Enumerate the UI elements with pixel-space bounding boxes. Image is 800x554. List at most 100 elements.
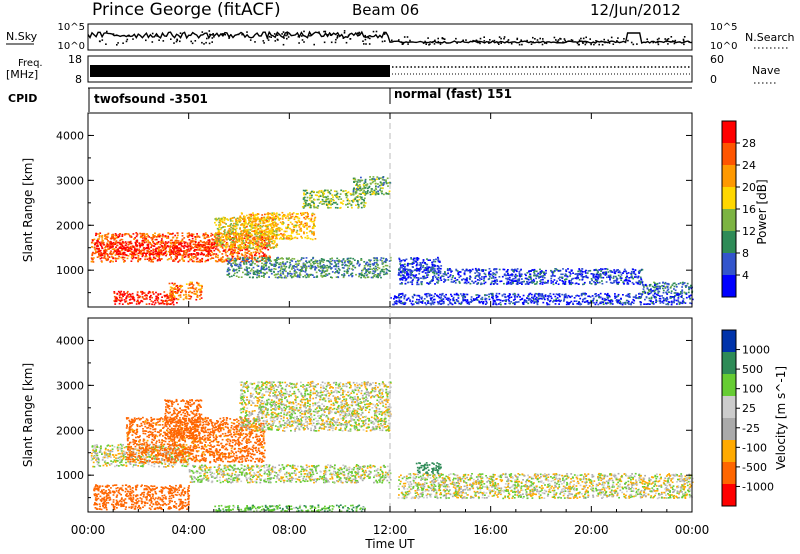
heatmap-cell [211, 244, 213, 247]
heatmap-cell [309, 194, 311, 197]
heatmap-cell [515, 269, 518, 272]
heatmap-cell [272, 236, 274, 238]
heatmap-cell [199, 288, 202, 291]
heatmap-cell [232, 242, 235, 244]
heatmap-cell [305, 224, 307, 227]
heatmap-cell [253, 271, 255, 274]
heatmap-cell [336, 276, 339, 278]
heatmap-cell [240, 253, 243, 255]
heatmap-cell [202, 233, 205, 235]
heatmap-cell [178, 288, 181, 290]
heatmap-cell [228, 227, 231, 230]
heatmap-cell [176, 232, 179, 234]
heatmap-cell [234, 233, 236, 236]
heatmap-cell [578, 268, 581, 270]
heatmap-cell [296, 233, 299, 235]
heatmap-cell [138, 244, 141, 247]
heatmap-cell [383, 268, 386, 271]
heatmap-cell [331, 276, 333, 279]
heatmap-cell [553, 279, 556, 281]
heatmap-cell [243, 258, 246, 260]
heatmap-cell [253, 230, 256, 232]
heatmap-cell [494, 279, 496, 282]
heatmap-cell [141, 255, 144, 258]
heatmap-cell [186, 243, 189, 245]
heatmap-cell [323, 259, 326, 261]
heatmap-cell [251, 254, 253, 257]
heatmap-cell [162, 300, 165, 303]
heatmap-cell [171, 293, 174, 295]
heatmap-cell [426, 282, 428, 284]
heatmap-cell [233, 225, 236, 227]
heatmap-cell [235, 223, 237, 225]
heatmap-cell [499, 280, 502, 283]
heatmap-cell [270, 260, 272, 262]
heatmap-cell [248, 257, 250, 260]
heatmap-cell [568, 279, 571, 282]
heatmap-cell [550, 277, 553, 280]
heatmap-cell [225, 245, 228, 248]
heatmap-cell [437, 274, 440, 276]
heatmap-cell [524, 283, 527, 285]
heatmap-cell [513, 280, 515, 282]
heatmap-cell [184, 255, 187, 258]
heatmap-cell [236, 263, 238, 266]
heatmap-cell [115, 234, 118, 236]
heatmap-cell [196, 252, 198, 254]
noise-left-tick-top: 10^5 [58, 22, 85, 33]
heatmap-cell [364, 191, 367, 193]
heatmap-cell [438, 270, 441, 272]
heatmap-cell [447, 279, 450, 281]
heatmap-cell [279, 217, 282, 220]
heatmap-cell [544, 281, 547, 284]
heatmap-cell [103, 252, 105, 255]
heatmap-cell [227, 230, 230, 233]
heatmap-cell [596, 281, 599, 284]
heatmap-cell [235, 252, 238, 254]
heatmap-cell [126, 290, 129, 293]
heatmap-cell [291, 213, 294, 215]
heatmap-cell [160, 249, 162, 251]
heatmap-cell [262, 237, 265, 240]
heatmap-cell [509, 281, 512, 284]
noise-search-dot [489, 39, 491, 41]
heatmap-cell [158, 254, 160, 257]
heatmap-cell [492, 273, 495, 275]
heatmap-cell [175, 245, 178, 248]
heatmap-cell [274, 233, 277, 236]
heatmap-cell [127, 250, 130, 252]
heatmap-cell [447, 276, 450, 279]
heatmap-cell [282, 221, 284, 223]
heatmap-cell [338, 269, 341, 271]
heatmap-cell [578, 269, 581, 271]
heatmap-cell [157, 255, 159, 258]
heatmap-cell [359, 195, 362, 198]
heatmap-cell [574, 277, 577, 280]
heatmap-cell [476, 269, 479, 271]
heatmap-cell [119, 293, 122, 296]
heatmap-cell [203, 241, 206, 243]
heatmap-cell [137, 256, 140, 259]
noise-search-dot [347, 34, 350, 37]
heatmap-cell [527, 283, 530, 285]
heatmap-cell [169, 252, 171, 254]
heatmap-cell [183, 242, 186, 245]
noise-search-dot [475, 39, 478, 42]
heatmap-cell [254, 224, 257, 227]
heatmap-cell [107, 258, 109, 260]
heatmap-cell [217, 256, 219, 259]
heatmap-cell [258, 276, 261, 278]
heatmap-cell [375, 258, 378, 260]
heatmap-cell [230, 237, 232, 239]
heatmap-cell [611, 271, 614, 273]
heatmap-cell [151, 237, 154, 240]
heatmap-cell [184, 241, 187, 244]
heatmap-cell [271, 222, 274, 224]
heatmap-cell [431, 279, 433, 281]
heatmap-cell [423, 277, 426, 279]
heatmap-cell [360, 196, 363, 199]
heatmap-cell [384, 179, 387, 182]
heatmap-cell [296, 276, 299, 278]
heatmap-cell [143, 234, 145, 236]
